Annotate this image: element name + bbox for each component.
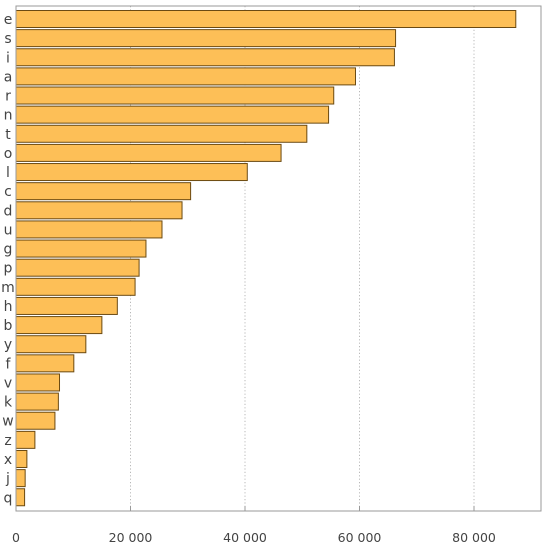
x-tick-label-1: 40 000 bbox=[223, 530, 267, 545]
bar-g bbox=[15, 239, 147, 258]
bar-w bbox=[15, 411, 56, 430]
bar-h bbox=[15, 296, 118, 315]
bar-n bbox=[15, 105, 330, 124]
category-label-v: v bbox=[4, 375, 12, 391]
category-label-n: n bbox=[4, 108, 13, 124]
category-label-g: g bbox=[4, 242, 13, 258]
bar-x bbox=[15, 449, 28, 468]
bar-m bbox=[15, 277, 136, 296]
bar-o bbox=[15, 143, 282, 162]
category-label-b: b bbox=[4, 318, 13, 334]
bar-a bbox=[15, 67, 356, 86]
category-label-j: j bbox=[5, 471, 10, 487]
bar-t bbox=[15, 124, 308, 143]
category-label-f: f bbox=[6, 356, 12, 372]
bar-k bbox=[15, 392, 59, 411]
bar-r bbox=[15, 86, 335, 105]
category-label-t: t bbox=[5, 127, 11, 143]
bar-q bbox=[15, 488, 26, 507]
bar-b bbox=[15, 316, 103, 335]
bar-e bbox=[15, 10, 517, 28]
category-label-m: m bbox=[1, 280, 15, 296]
bar-i bbox=[15, 48, 395, 67]
category-label-c: c bbox=[4, 184, 12, 200]
plot-frame bbox=[15, 5, 542, 512]
bar-f bbox=[15, 354, 75, 373]
bar-l bbox=[15, 163, 248, 182]
bar-s bbox=[15, 29, 397, 48]
category-label-r: r bbox=[5, 89, 11, 105]
x-tick-label-3: 80 000 bbox=[452, 530, 496, 545]
category-label-a: a bbox=[4, 69, 13, 85]
category-label-i: i bbox=[6, 50, 10, 66]
category-label-k: k bbox=[4, 395, 13, 411]
x-tick-label-zero: 0 bbox=[12, 530, 20, 545]
category-label-l: l bbox=[6, 165, 10, 181]
category-label-q: q bbox=[4, 490, 13, 506]
category-label-z: z bbox=[4, 433, 11, 449]
bar-y bbox=[15, 335, 87, 354]
category-label-e: e bbox=[4, 12, 13, 28]
bar-p bbox=[15, 258, 140, 277]
x-tick-label-2: 60 000 bbox=[338, 530, 382, 545]
bar-u bbox=[15, 220, 163, 239]
category-label-s: s bbox=[4, 31, 11, 47]
bar-c bbox=[15, 182, 192, 201]
x-tick-label-0: 20 000 bbox=[109, 530, 153, 545]
category-label-h: h bbox=[4, 299, 13, 315]
category-label-u: u bbox=[4, 222, 13, 238]
category-label-x: x bbox=[4, 452, 12, 468]
category-label-d: d bbox=[4, 203, 13, 219]
category-label-w: w bbox=[2, 414, 13, 430]
bar-z bbox=[15, 430, 36, 449]
bar-v bbox=[15, 373, 61, 392]
category-label-p: p bbox=[4, 261, 13, 277]
bar-d bbox=[15, 201, 183, 220]
category-label-o: o bbox=[4, 146, 13, 162]
category-label-y: y bbox=[4, 337, 12, 353]
bar-j bbox=[15, 469, 26, 488]
